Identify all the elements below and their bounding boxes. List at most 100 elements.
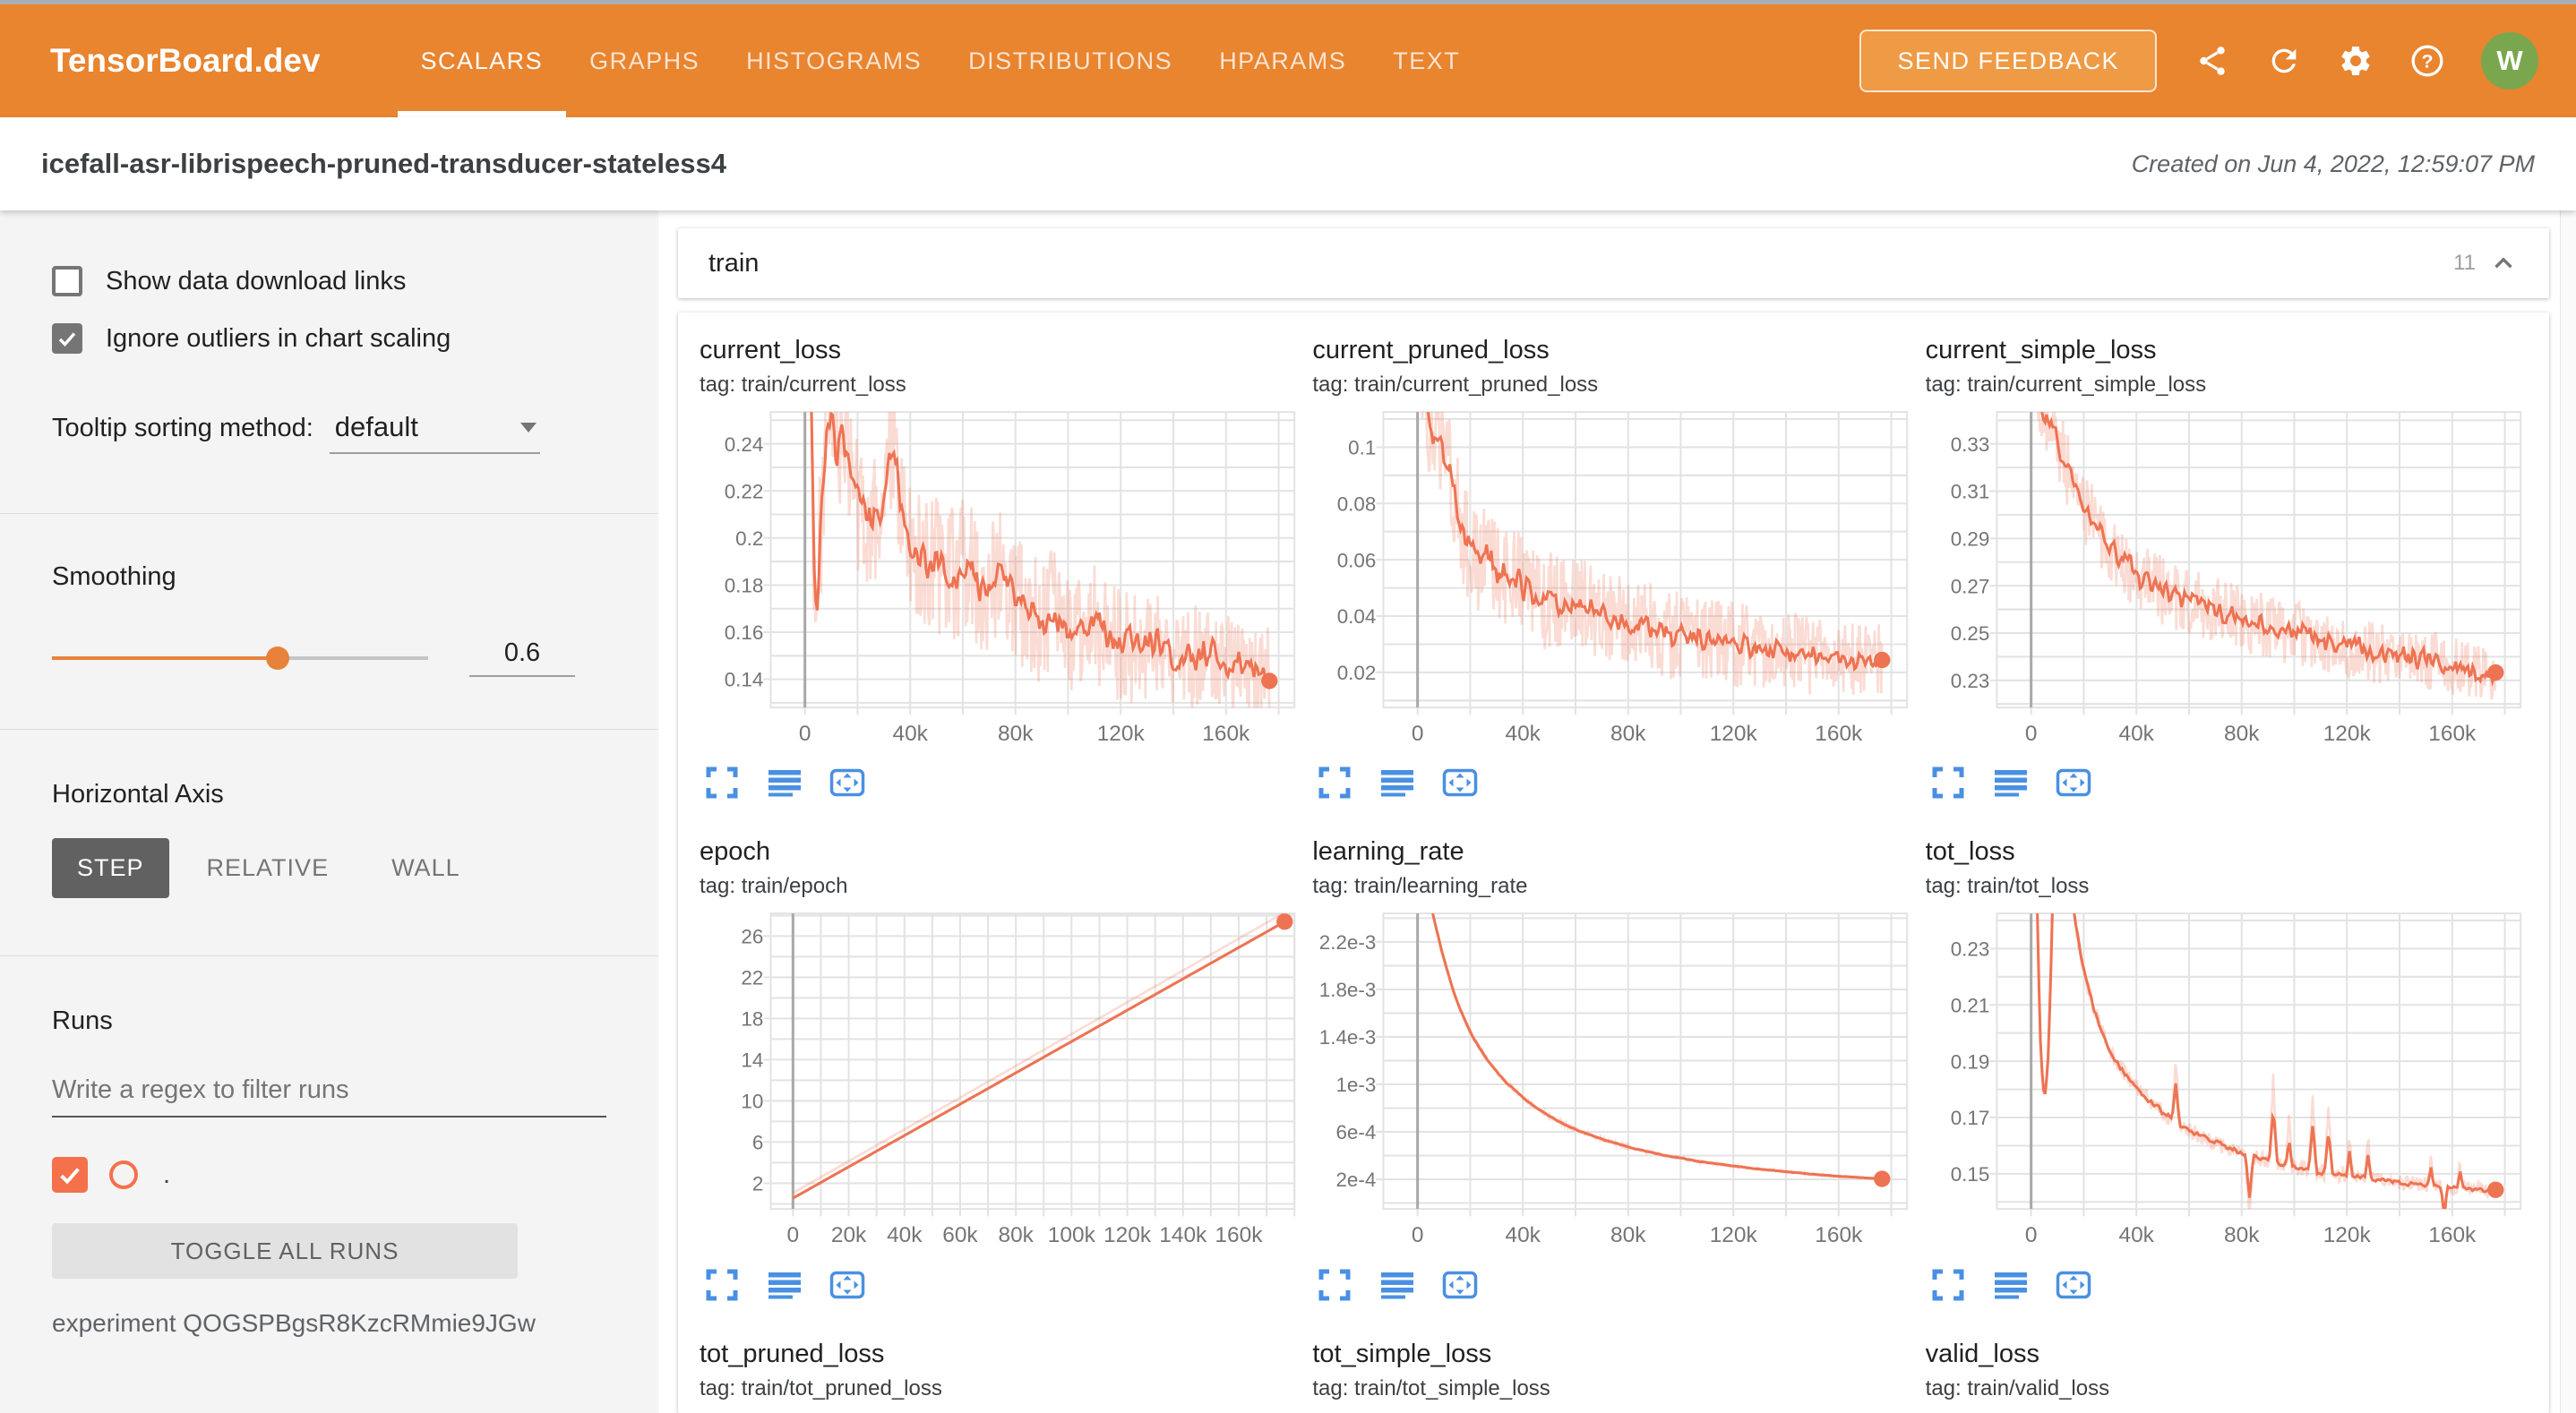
fit-domain-icon[interactable] [1441,1266,1479,1304]
tab-histograms[interactable]: HISTOGRAMS [746,47,923,74]
avatar-initial: W [2496,45,2523,76]
tooltip-sorting-label: Tooltip sorting method: [52,414,313,442]
chart-learning_rate: learning_rate tag: train/learning_rate 0 40… [1312,837,1914,1303]
horizontal-axis-options: STEP RELATIVE WALL [52,838,606,898]
chart-plot-current_simple_loss[interactable]: 0 40k 80k 120k 160k 0.23 0.25 0.27 0.29 0.31 0.33 [1926,407,2528,762]
svg-text:0.18: 0.18 [725,575,764,597]
chart-plot-tot_loss[interactable]: 0 40k 80k 120k 160k 0.15 0.17 0.19 0.21 0.23 [1926,908,2528,1263]
smoothing-slider[interactable] [52,643,428,673]
toggle-all-runs-button[interactable]: TOGGLE ALL RUNS [52,1223,518,1279]
chart-tot_simple_loss: tot_simple_loss tag: train/tot_simple_los… [1312,1340,1914,1401]
app-header: TensorBoard.dev SCALARS GRAPHS HISTOGRAMS D… [0,4,2576,117]
refresh-icon[interactable] [2264,41,2304,81]
chart-title: current_loss [700,336,841,364]
runs-table-icon[interactable] [766,764,803,801]
runs-table-icon[interactable] [766,1266,803,1304]
chart-tag: tag: train/current_pruned_loss [1312,373,1599,397]
svg-text:0.16: 0.16 [725,621,764,644]
expand-icon[interactable] [1316,764,1353,801]
run-color-swatch[interactable] [109,1160,138,1189]
app-logo[interactable]: TensorBoard.dev [50,42,321,79]
avatar[interactable]: W [2481,32,2538,90]
slider-thumb[interactable] [266,646,289,670]
run-regex-input[interactable]: Write a regex to filter runs [52,1075,606,1118]
tab-distributions[interactable]: DISTRIBUTIONS [968,47,1173,74]
chart-tot_loss: tot_loss tag: train/tot_loss 0 40k 80k 120k 16… [1926,837,2528,1303]
svg-text:140k: 140k [1159,1223,1207,1247]
svg-text:0.2: 0.2 [735,527,763,550]
chart-title: current_pruned_loss [1312,336,1550,364]
svg-text:10: 10 [741,1091,763,1113]
svg-text:80k: 80k [1610,1223,1646,1247]
settings-gear-icon[interactable] [2336,41,2375,81]
fit-domain-icon[interactable] [1441,764,1479,801]
window-top-strip [0,0,2576,4]
chart-plot-learning_rate[interactable]: 0 40k 80k 120k 160k 2e-4 6e-4 1e-3 1.4e-3 1.8e-3 2… [1312,908,1914,1263]
help-icon[interactable]: ? [2408,41,2447,81]
ignore-outliers-checkbox[interactable]: Ignore outliers in chart scaling [52,323,606,354]
tooltip-sorting-select[interactable]: default [329,409,540,454]
axis-option-wall[interactable]: WALL [366,838,485,898]
runs-label: Runs [52,1006,113,1035]
checkbox-box[interactable] [52,266,82,296]
svg-text:120k: 120k [1710,1223,1758,1247]
svg-text:80k: 80k [998,722,1034,746]
checkbox-box[interactable] [52,323,82,354]
chart-tag: tag: train/tot_loss [1925,874,2090,899]
chart-toolbar [1312,1266,1914,1304]
axis-option-step[interactable]: STEP [52,838,169,898]
chart-plot-current_pruned_loss[interactable]: 0 40k 80k 120k 160k 0.02 0.04 0.06 0.08 0.1 [1312,407,1914,762]
send-feedback-button[interactable]: SEND FEEDBACK [1859,30,2157,92]
chart-plot-epoch[interactable]: 0 20k 40k 60k 80k 100k 120k 140k 160k26101418222… [700,908,1301,1263]
scrollbar-track[interactable] [2560,210,2576,1413]
checkbox-label: Ignore outliers in chart scaling [106,323,451,353]
fit-domain-icon[interactable] [829,1266,866,1304]
dashboard-main: train 11 current_loss tag: train/current_… [658,210,2560,1413]
expand-icon[interactable] [1929,764,1967,801]
tab-hparams[interactable]: HPARAMS [1219,47,1347,74]
chart-title: tot_simple_loss [1312,1339,1492,1368]
train-section-header[interactable]: train 11 [678,228,2549,298]
expand-icon[interactable] [1316,1266,1353,1304]
svg-text:160k: 160k [1816,722,1864,746]
svg-text:120k: 120k [1710,722,1758,746]
svg-text:160k: 160k [2428,1223,2477,1247]
tab-text[interactable]: TEXT [1393,47,1461,74]
fit-domain-icon[interactable] [2055,1266,2092,1304]
axis-option-relative[interactable]: RELATIVE [182,838,355,898]
chart-tag: tag: train/current_loss [700,373,906,397]
runs-table-icon[interactable] [1992,764,2030,801]
svg-text:6e-4: 6e-4 [1336,1121,1377,1143]
share-icon[interactable] [2193,41,2232,81]
smoothing-value-input[interactable]: 0.6 [469,638,575,677]
svg-text:0: 0 [2025,722,2038,746]
chart-tag: tag: train/current_simple_loss [1925,373,2207,397]
experiment-name: experiment QOGSPBgsR8KzcRMmie9JGw [52,1309,536,1337]
run-checkbox[interactable] [52,1157,88,1193]
tab-scalars[interactable]: SCALARS [397,4,567,117]
svg-text:20k: 20k [831,1223,867,1247]
runs-table-icon[interactable] [1378,764,1416,801]
svg-text:0.23: 0.23 [1950,670,1989,692]
svg-text:0.08: 0.08 [1337,492,1377,515]
svg-text:0.02: 0.02 [1337,662,1377,684]
runs-table-icon[interactable] [1378,1266,1416,1304]
fit-domain-icon[interactable] [829,764,866,801]
chart-tag: tag: train/valid_loss [1925,1375,2110,1400]
expand-icon[interactable] [1929,1266,1967,1304]
svg-text:100k: 100k [1048,1223,1096,1247]
tab-graphs[interactable]: GRAPHS [589,47,700,74]
expand-icon[interactable] [703,764,741,801]
expand-icon[interactable] [703,1266,741,1304]
svg-text:0.31: 0.31 [1950,481,1989,503]
fit-domain-icon[interactable] [2055,764,2092,801]
chart-plot-current_loss[interactable]: 0 40k 80k 120k 160k 0.14 0.16 0.18 0.2 0.22 0.24 [700,407,1301,762]
chart-toolbar [1926,1266,2528,1304]
chart-title: current_simple_loss [1925,336,2157,364]
chevron-up-icon[interactable] [2488,248,2519,278]
chevron-down-icon [519,422,537,432]
charts-card: current_loss tag: train/current_loss 0 40k 8… [678,313,2549,1413]
runs-table-icon[interactable] [1992,1266,2030,1304]
chart-tag: tag: train/tot_pruned_loss [700,1375,942,1400]
show-download-links-checkbox[interactable]: Show data download links [52,266,606,296]
